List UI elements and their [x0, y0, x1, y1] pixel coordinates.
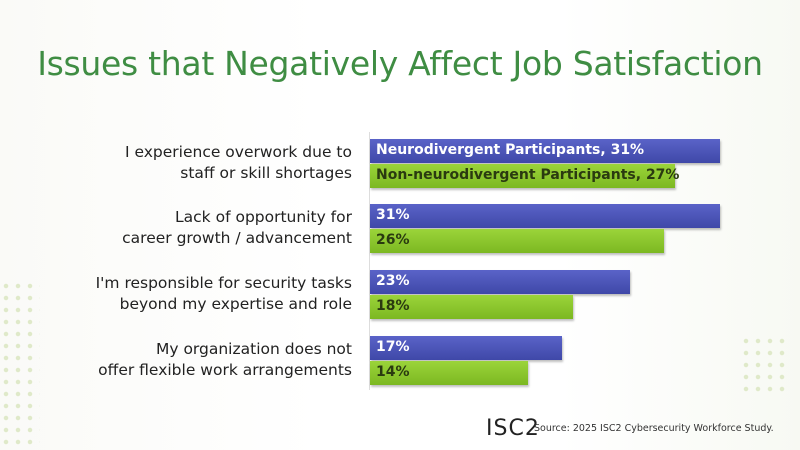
bar-neurodivergent: 31%: [370, 204, 720, 228]
category-label: Lack of opportunity for career growth / a…: [122, 207, 352, 249]
category-label-line: Lack of opportunity for: [175, 208, 352, 226]
category-label: I'm responsible for security tasks beyond…: [96, 273, 352, 315]
category-label: My organization does not offer flexible w…: [98, 339, 352, 381]
bar-non-neurodivergent: 26%: [370, 229, 664, 253]
category-label-line: offer flexible work arrangements: [98, 361, 352, 379]
data-label: 17%: [376, 339, 410, 355]
data-label: 18%: [376, 298, 410, 314]
bar-non-neurodivergent: 18%: [370, 295, 574, 319]
data-label: 23%: [376, 273, 410, 289]
bar-non-neurodivergent: 14%: [370, 361, 529, 385]
source-note: Source: 2025 ISC2 Cybersecurity Workforc…: [534, 423, 774, 434]
bar-non-neurodivergent: Non-neurodivergent Participants, 27%: [370, 164, 679, 188]
category-label-line: My organization does not: [155, 340, 352, 358]
decorative-dots: [0, 280, 40, 450]
bar-neurodivergent: Neurodivergent Participants, 31%: [370, 139, 720, 163]
category-label-line: I experience overwork due to: [124, 143, 352, 161]
isc2-logo: ISC2: [486, 416, 540, 441]
category-label-line: staff or skill shortages: [180, 164, 352, 182]
category-label: I experience overwork due to staff or ski…: [125, 142, 352, 184]
data-label: 31%: [376, 207, 410, 223]
bar-neurodivergent: 23%: [370, 270, 630, 294]
category-label-line: I'm responsible for security tasks: [95, 274, 352, 292]
data-label: 14%: [376, 364, 410, 380]
data-label: Neurodivergent Participants, 31%: [376, 142, 645, 158]
category-label-line: career growth / advancement: [122, 229, 352, 247]
chart-title: Issues that Negatively Affect Job Satisf…: [37, 44, 763, 83]
bar-neurodivergent: 17%: [370, 336, 562, 360]
category-axis: [369, 132, 370, 390]
decorative-dots: [740, 335, 790, 395]
category-label-line: beyond my expertise and role: [119, 295, 352, 313]
data-label: 26%: [376, 232, 410, 248]
data-label: Non-neurodivergent Participants, 27%: [376, 167, 680, 183]
